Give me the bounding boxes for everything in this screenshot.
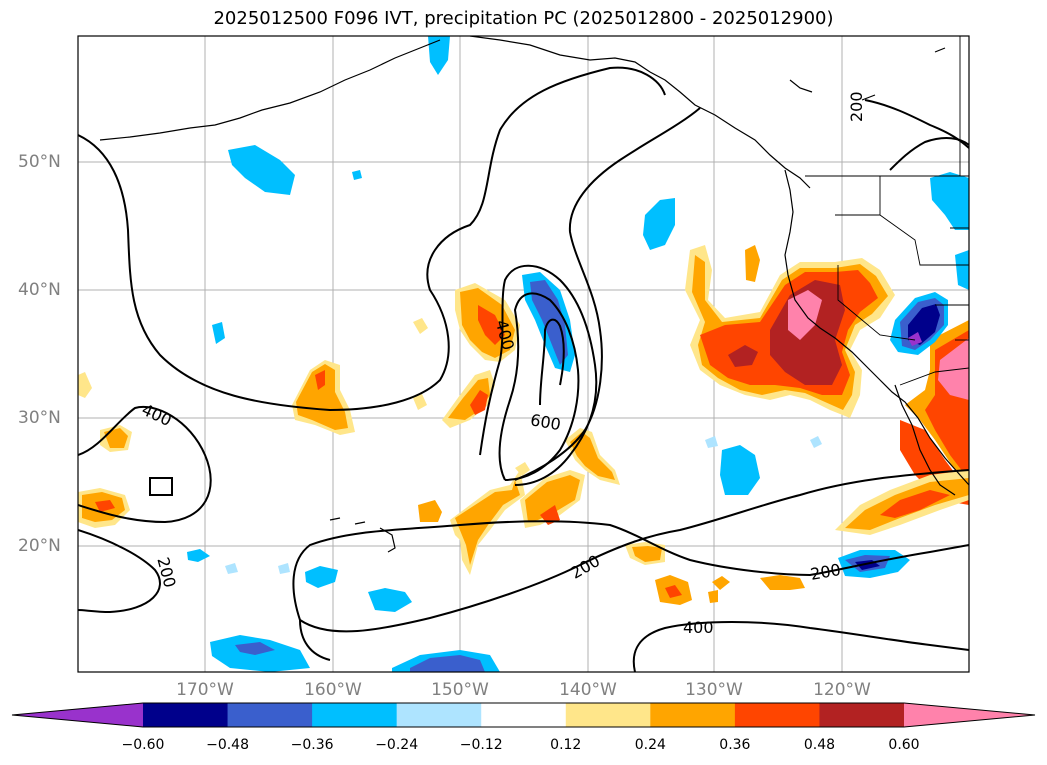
map-frame [77,35,970,673]
colorbar-outline [11,702,1036,728]
lat-label-50n: 50°N [18,152,61,172]
colorbar-tick-label: −0.12 [459,737,503,753]
colorbar-segment [819,703,905,727]
colorbar-tick-label: 0.48 [803,737,836,753]
colorbar-segment [650,703,736,727]
colorbar-segment [481,703,567,727]
colorbar-segment [312,703,398,727]
colorbar-tick-label: 0.36 [719,737,751,753]
lat-label-30n: 30°N [18,408,61,428]
map-title: 2025012500 F096 IVT, precipitation PC (2… [213,8,834,29]
colorbar-extend-high [904,703,1035,727]
lon-label-170w: 170°W [176,680,234,700]
colorbar-segment [396,703,482,727]
colorbar-segment [227,703,313,727]
lon-label-140w: 140°W [559,680,617,700]
colorbar-tick-label: −0.60 [121,737,165,753]
lon-label-150w: 150°W [431,680,489,700]
lon-label-130w: 130°W [685,680,743,700]
contour-label: 200 [847,91,866,122]
lat-label-20n: 20°N [18,536,61,556]
ivt-contours [78,66,969,672]
colorbar-segment [565,703,651,727]
colorbar-extend-low [12,703,143,727]
colorbar-tick-label: 0.60 [888,737,920,753]
colorbar-tick-label: 0.24 [634,737,666,753]
colorbar-segment [143,703,229,727]
lon-label-160w: 160°W [304,680,362,700]
contour-label: 400 [683,618,714,637]
political-borders [805,36,969,386]
colorbar-segment [734,703,820,727]
coastlines [99,36,969,553]
lat-label-40n: 40°N [18,280,61,300]
colorbar-tick-label: 0.12 [550,737,582,753]
colorbar-tick-label: −0.24 [375,737,419,753]
map-panel: 400 400 600 200 200 200 200 400 [77,35,970,673]
colorbar-tick-label: −0.36 [290,737,334,753]
colorbar-tick-label: −0.48 [206,737,249,753]
lon-label-120w: 120°W [813,680,871,700]
